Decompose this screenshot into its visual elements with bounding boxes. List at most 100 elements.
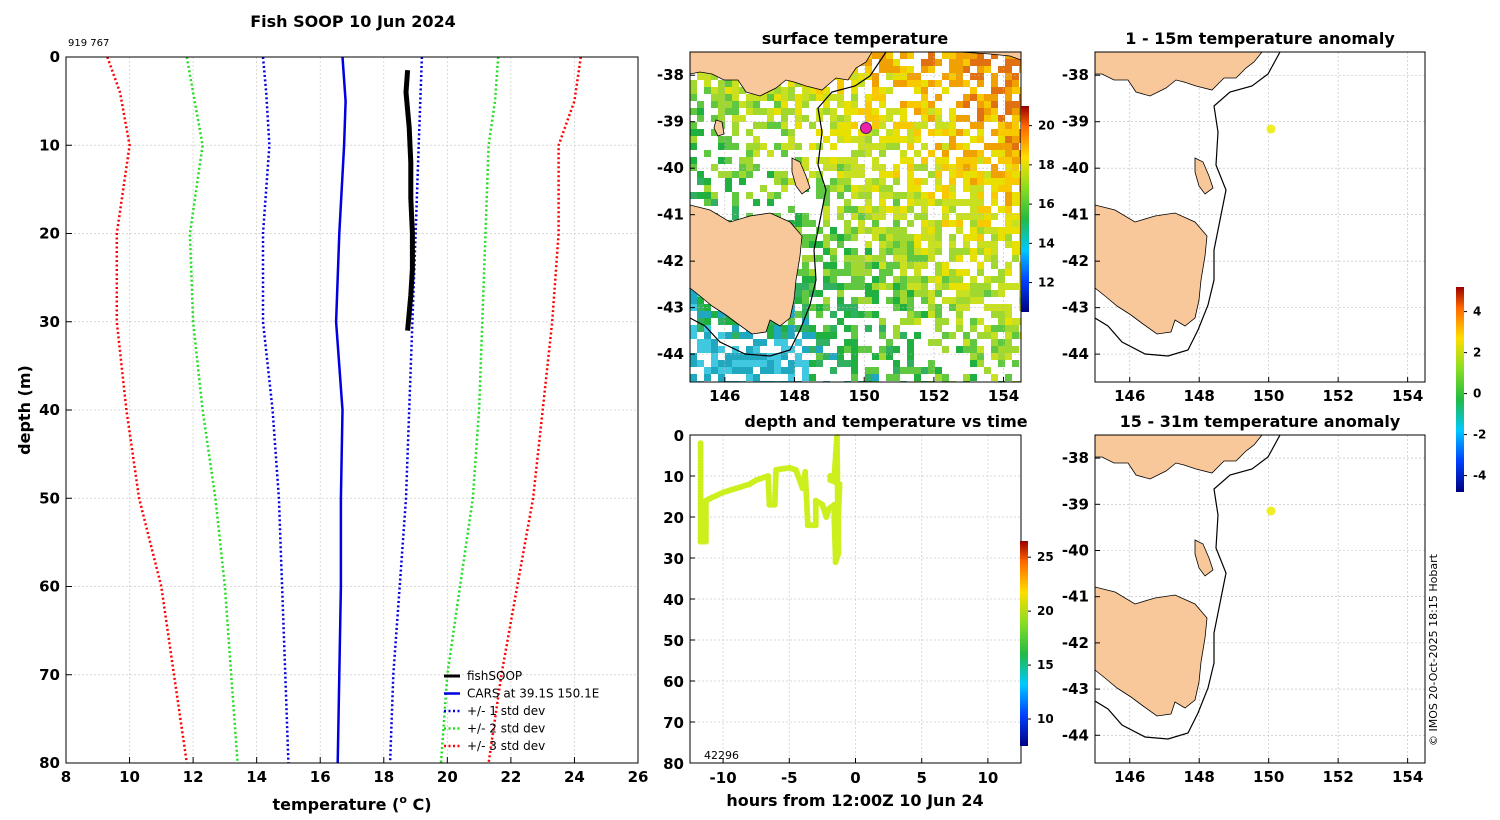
- sst-pixel: [795, 269, 802, 276]
- sst-pixel: [851, 206, 858, 213]
- sst-pixel: [1005, 269, 1012, 276]
- sst-pixel: [1012, 227, 1019, 234]
- sst-pixel: [1019, 220, 1021, 227]
- sst-pixel: [963, 143, 970, 150]
- sst-pixel: [865, 101, 872, 108]
- sst-pixel: [914, 262, 921, 269]
- sst-pixel: [718, 332, 725, 339]
- sst-pixel: [970, 164, 977, 171]
- sst-pixel: [963, 171, 970, 178]
- sst-pixel: [886, 115, 893, 122]
- sst-pixel: [760, 360, 767, 367]
- sst-pixel: [949, 122, 956, 129]
- sst-pixel: [844, 206, 851, 213]
- sst-pixel: [942, 332, 949, 339]
- sst-pixel: [718, 94, 725, 101]
- sst-pixel: [753, 94, 760, 101]
- sst-pixel: [858, 185, 865, 192]
- sst-pixel: [998, 360, 1005, 367]
- sst-pixel: [914, 318, 921, 325]
- sst-pixel: [907, 220, 914, 227]
- sst-pixel: [956, 297, 963, 304]
- sst-pixel: [935, 339, 942, 346]
- sst-pixel: [977, 115, 984, 122]
- sst-pixel: [725, 353, 732, 360]
- sst-pixel: [921, 59, 928, 66]
- sst-pixel: [802, 283, 809, 290]
- sst-pixel: [998, 269, 1005, 276]
- sst-pixel: [914, 374, 921, 381]
- sst-pixel: [858, 164, 865, 171]
- sst-pixel: [935, 227, 942, 234]
- sst-pixel: [907, 164, 914, 171]
- sst-pixel: [711, 164, 718, 171]
- sst-pixel: [795, 353, 802, 360]
- sst-pixel: [949, 129, 956, 136]
- sst-pixel: [977, 108, 984, 115]
- colorbar-tick-label: 20: [1037, 604, 1054, 618]
- sst-pixel: [956, 52, 963, 59]
- x-tick-label: 154: [1392, 387, 1423, 405]
- profile-title: Fish SOOP 10 Jun 2024: [250, 12, 456, 31]
- sst-pixel: [963, 374, 970, 381]
- sst-pixel: [1019, 290, 1021, 297]
- x-tick-label: 150: [1253, 387, 1284, 405]
- sst-pixel: [872, 255, 879, 262]
- sst-pixel: [900, 192, 907, 199]
- sst-pixel: [984, 206, 991, 213]
- flinders-island-a2: [1194, 539, 1214, 577]
- sst-pixel: [732, 199, 739, 206]
- sst-pixel: [984, 290, 991, 297]
- sst-pixel: [844, 122, 851, 129]
- colorbar-tick-label: 25: [1037, 550, 1054, 564]
- sst-pixel: [837, 94, 844, 101]
- y-tick-label: 80: [39, 754, 60, 772]
- sst-pixel: [718, 318, 725, 325]
- sst-pixel: [872, 87, 879, 94]
- sst-pixel: [921, 115, 928, 122]
- sst-pixel: [921, 311, 928, 318]
- sst-pixel: [725, 318, 732, 325]
- sst-pixel: [956, 115, 963, 122]
- sst-pixel: [900, 276, 907, 283]
- sst-pixel: [879, 178, 886, 185]
- sst-pixel: [886, 283, 893, 290]
- sst-pixel: [991, 129, 998, 136]
- sst-pixel: [732, 206, 739, 213]
- sst-pixel: [746, 332, 753, 339]
- sst-pixel: [942, 276, 949, 283]
- sst-pixel: [893, 227, 900, 234]
- sst-pixel: [760, 122, 767, 129]
- sst-pixel: [914, 73, 921, 80]
- sst-pixel: [830, 283, 837, 290]
- sst-pixel: [760, 367, 767, 374]
- sst-pixel: [956, 276, 963, 283]
- sst-pixel: [886, 241, 893, 248]
- sst-pixel: [886, 87, 893, 94]
- sst-pixel: [921, 108, 928, 115]
- sst-pixel: [739, 367, 746, 374]
- sst-map-field: [690, 52, 1021, 382]
- sst-pixel: [830, 255, 837, 262]
- sst-pixel: [998, 325, 1005, 332]
- sst-pixel: [935, 318, 942, 325]
- x-tick-label: 146: [1114, 768, 1145, 786]
- sst-pixel: [900, 297, 907, 304]
- sst-pixel: [921, 220, 928, 227]
- sst-pixel: [991, 192, 998, 199]
- sst-pixel: [690, 374, 697, 381]
- sst-pixel: [732, 129, 739, 136]
- sst-pixel: [921, 255, 928, 262]
- x-tick-label: 20: [437, 768, 458, 786]
- sst-pixel: [711, 101, 718, 108]
- sst-pixel: [991, 241, 998, 248]
- profile-ylabel: depth (m): [15, 365, 34, 455]
- sst-pixel: [725, 80, 732, 87]
- sst-pixel: [928, 220, 935, 227]
- sst-pixel: [879, 241, 886, 248]
- tasmania-land-a1: [1095, 204, 1208, 335]
- sst-pixel: [963, 115, 970, 122]
- sst-pixel: [921, 206, 928, 213]
- sst-pixel: [949, 283, 956, 290]
